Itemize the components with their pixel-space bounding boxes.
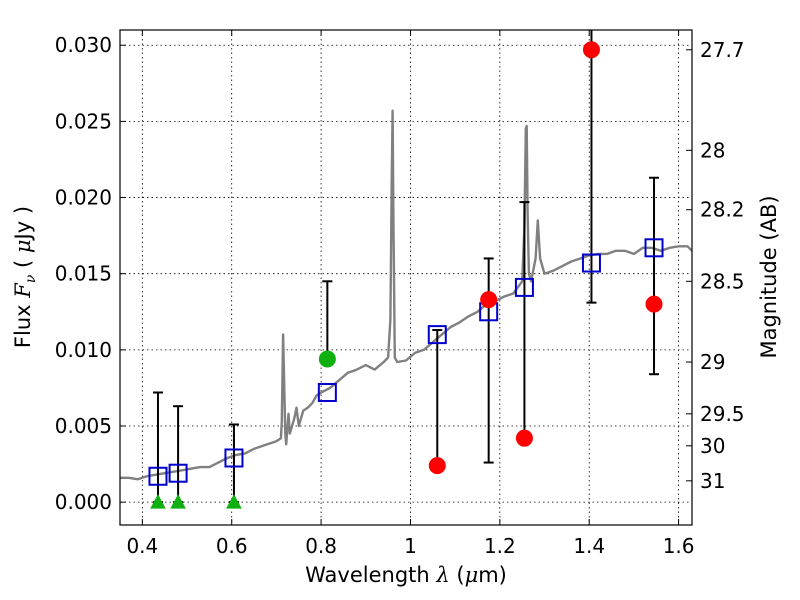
detection-point [480,291,498,309]
model-photometry-square [427,325,447,345]
model-photometry-square [581,253,601,273]
detection-point [515,429,533,447]
detection-point [318,350,336,368]
plot-frame [119,29,693,526]
x-tick-label: 0.6 [216,534,248,558]
y-tick-label: 0.025 [55,109,112,133]
magnitude-tick-label: 28.2 [700,198,745,222]
detection-point [428,457,446,475]
model-photometry-square [317,382,337,402]
upper-limit-triangle [150,494,166,509]
y-tick-label: 0.020 [55,186,112,210]
grid-lines [120,30,692,525]
y-tick-label: 0.030 [55,33,112,57]
magnitude-tick-label: 27.7 [700,38,745,62]
model-spectrum-line [120,109,692,481]
x-tick-label: 0.4 [126,534,158,558]
magnitude-tick-label: 28 [700,138,725,162]
x-tick-label: 0.8 [305,534,337,558]
x-axis-label: Wavelength λ (μm) [305,563,507,587]
x-tick-label: 1.2 [484,534,516,558]
y-axis-label: Flux Fν ( μJy ) [11,206,39,348]
upper-limit-triangle [170,494,186,509]
x-tick-label: 1 [404,534,417,558]
magnitude-tick-label: 31 [700,469,725,493]
model-photometry-square [224,448,244,468]
x-tick-label: 1.6 [663,534,695,558]
y-tick-label: 0.015 [55,262,112,286]
axis-ticks [120,30,692,525]
detection-point [645,295,663,313]
magnitude-tick-label: 29.5 [700,402,745,426]
data-markers [148,41,664,509]
model-photometry-square [148,466,168,486]
y-tick-label: 0.010 [55,338,112,362]
model-photometry-square [514,277,534,297]
plot-area [120,30,692,509]
y-tick-label: 0.005 [55,414,112,438]
magnitude-tick-label: 30 [700,434,725,458]
magnitude-tick-label: 28.5 [700,269,745,293]
magnitude-tick-label: 29 [700,350,725,374]
upper-limit-triangle [226,494,242,509]
model-photometry-square [644,238,664,258]
x-tick-label: 1.4 [573,534,605,558]
model-photometry-square [168,463,188,483]
y-tick-label: 0.000 [55,490,112,514]
detection-point [582,41,600,59]
right-axis-label: Magnitude (AB) [757,195,781,358]
